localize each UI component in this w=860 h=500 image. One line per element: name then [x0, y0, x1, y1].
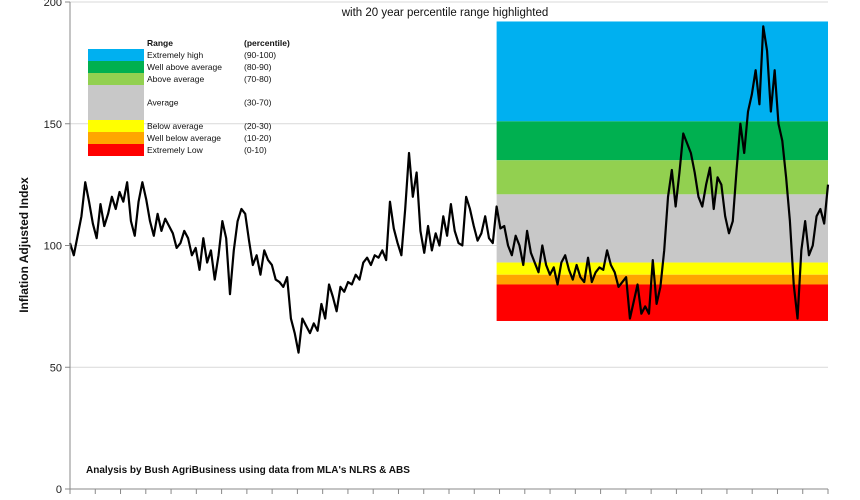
legend-percentile-5: (10-20)	[244, 133, 272, 143]
legend-label-4: Below average	[147, 121, 204, 131]
series-line	[68, 25, 830, 354]
percentile-bands	[496, 21, 828, 321]
y-tick-label-200: 200	[44, 0, 62, 9]
legend: Range (percentile) Extremely high (90-100) W…	[88, 38, 290, 156]
legend-label-6: Extremely Low	[147, 145, 204, 155]
legend-percentile-4: (20-30)	[244, 121, 272, 131]
legend-header-range: Range	[147, 38, 173, 48]
legend-percentile-0: (90-100)	[244, 50, 276, 60]
y-tick-label-0: 0	[56, 484, 62, 496]
chart-subtitle: with 20 year percentile range highlighte…	[341, 7, 549, 19]
legend-percentile-6: (0-10)	[244, 145, 267, 155]
legend-swatch-3	[88, 85, 144, 120]
series-line-group	[68, 25, 830, 354]
axes: 0 50 100 150 200	[44, 0, 829, 496]
legend-swatch-5	[88, 132, 144, 144]
band-extremely-low	[496, 284, 828, 321]
legend-label-0: Extremely high	[147, 50, 203, 60]
legend-swatch-1	[88, 61, 144, 73]
legend-header-percentile: (percentile)	[244, 38, 290, 48]
band-average	[496, 194, 828, 263]
band-extremely-high	[496, 21, 828, 122]
legend-percentile-1: (80-90)	[244, 62, 272, 72]
source-note: Analysis by Bush AgriBusiness using data…	[86, 465, 410, 476]
legend-label-3: Average	[147, 98, 179, 108]
legend-swatch-6	[88, 144, 144, 156]
legend-label-1: Well above average	[147, 62, 222, 72]
legend-swatch-2	[88, 73, 144, 85]
y-axis-label: Inflation Adjusted Index	[17, 177, 31, 313]
legend-swatch-4	[88, 120, 144, 132]
y-tick-label-150: 150	[44, 119, 62, 131]
band-well-above-average	[496, 121, 828, 161]
legend-percentile-3: (30-70)	[244, 98, 272, 108]
legend-label-2: Above average	[147, 74, 204, 84]
band-well-below-average	[496, 274, 828, 285]
band-above-average	[496, 160, 828, 195]
legend-percentile-2: (70-80)	[244, 74, 272, 84]
legend-swatch-0	[88, 49, 144, 61]
y-tick-label-50: 50	[50, 362, 62, 374]
legend-label-5: Well below average	[147, 133, 221, 143]
y-tick-label-100: 100	[44, 241, 62, 253]
